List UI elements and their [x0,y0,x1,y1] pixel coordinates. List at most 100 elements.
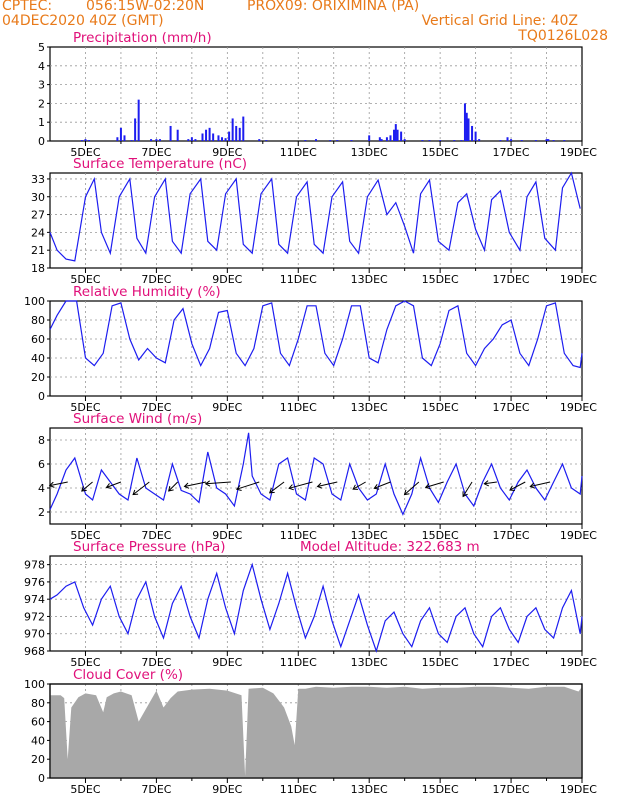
temp-series-line [49,171,581,262]
press-xtick-label: 17DEC [493,656,530,669]
press-ytick-label: 974 [24,593,45,606]
wind-xtick-label: 19DEC [560,529,597,542]
precip-bar [258,139,261,141]
precip-bar [552,140,555,141]
precip-bar [400,131,403,141]
precip-xtick-label: 7DEC [141,146,171,159]
header-location: PROX09: ORIXIMINA (PA) [247,0,420,14]
rh-series-line [49,300,583,369]
precip-ytick-label: 1 [38,116,45,129]
precip-bar [208,127,211,141]
cloud-xtick-label: 17DEC [493,783,530,796]
cloud-xtick-label: 13DEC [351,783,388,796]
precip-xtick-label: 9DEC [212,146,242,159]
precip-bar [235,125,238,141]
cloud-ytick-label: 100 [24,678,45,691]
wind-arrow [462,481,473,497]
wind-arrow [288,481,313,489]
wind-arrow-head [132,489,139,496]
rh-ytick-label: 60 [31,333,45,346]
wind-arrow-head [288,484,294,491]
precip-bar [520,140,523,141]
precip-bar [228,131,231,141]
cloud-ytick-label: 60 [31,716,45,729]
rh-xtick-label: 13DEC [351,401,388,414]
precip-bar [563,140,566,141]
temp-title: Surface Temperature (nC) [73,156,247,172]
temp-frame [49,172,583,269]
wind-arrow-head [268,487,275,494]
precip-bar [137,99,140,141]
press-frame [49,555,583,652]
press-ytick-label: 968 [24,645,45,658]
precip-xtick-label: 5DEC [70,146,100,159]
wind-arrow-head [529,482,536,489]
precip-bar [428,140,431,141]
precip-xtick-label: 11DEC [280,146,317,159]
precip-bar [380,139,383,141]
press-annotation: Model Altitude: 322.683 m [300,539,480,555]
precip-bar [510,139,513,141]
cloud-ytick-label: 80 [31,697,45,710]
rh-frame [49,300,583,397]
header-grid-line: Vertical Grid Line: 40Z [421,13,578,29]
wind-ytick-label: 8 [38,434,45,447]
wind-arrow-head [204,480,211,487]
wind-arrow [269,481,285,494]
temp-xtick-label: 5DEC [70,273,100,286]
wind-arrow-head [483,480,490,487]
rh-xtick-label: 19DEC [560,401,597,414]
wind-arrow-head [509,485,515,491]
cloud-ytick-label: 20 [31,753,45,766]
precip-bar [205,129,208,141]
wind-arrow [509,481,526,491]
cloud-xtick-label: 9DEC [212,783,242,796]
wind-xtick-label: 15DEC [422,529,459,542]
press-xtick-label: 15DEC [422,656,459,669]
precip-frame [49,46,583,142]
header-coords: 056:15W-02:20N [86,0,205,14]
precip-bar [471,125,474,141]
precip-bar [453,140,456,141]
rh-xtick-label: 11DEC [280,401,317,414]
press-title: Surface Pressure (hPa) [73,539,226,555]
precip-bar [393,129,396,141]
precip-bar [155,139,158,141]
wind-arrow-head [168,485,174,492]
precip-bar [378,137,381,141]
precip-ytick-label: 2 [38,97,45,110]
precip-bar [221,137,224,141]
press-xtick-label: 11DEC [280,656,317,669]
precip-bar [190,137,193,141]
temp-xtick-label: 11DEC [280,273,317,286]
precip-bar [499,140,502,141]
rh-xtick-label: 5DEC [70,401,100,414]
wind-arrow [132,481,150,495]
precip-bar [88,140,91,141]
rh-ytick-label: 40 [31,352,45,365]
precip-xtick-label: 13DEC [351,146,388,159]
temp-ytick-label: 30 [31,191,45,204]
wind-series-line [49,432,583,516]
precip-bar [315,139,317,141]
temp-xtick-label: 15DEC [422,273,459,286]
precip-bar [80,140,83,141]
wind-arrow [106,481,122,488]
precip-bar [158,139,161,141]
wind-arrow [484,481,497,485]
precip-bar [439,140,442,141]
wind-arrow [205,481,231,485]
precip-xtick-label: 17DEC [493,146,530,159]
precip-bar [534,140,537,141]
precip-bar [403,139,406,141]
rh-ytick-label: 80 [31,314,45,327]
wind-arrow [49,481,68,487]
precip-ytick-label: 3 [38,79,45,92]
precip-bar [130,140,133,141]
precip-bar [506,137,509,141]
precip-bar [474,131,477,141]
precip-title: Precipitation (mm/h) [73,30,212,46]
precip-bar [467,118,470,141]
precip-bar [350,140,353,141]
precip-bar [304,140,307,141]
